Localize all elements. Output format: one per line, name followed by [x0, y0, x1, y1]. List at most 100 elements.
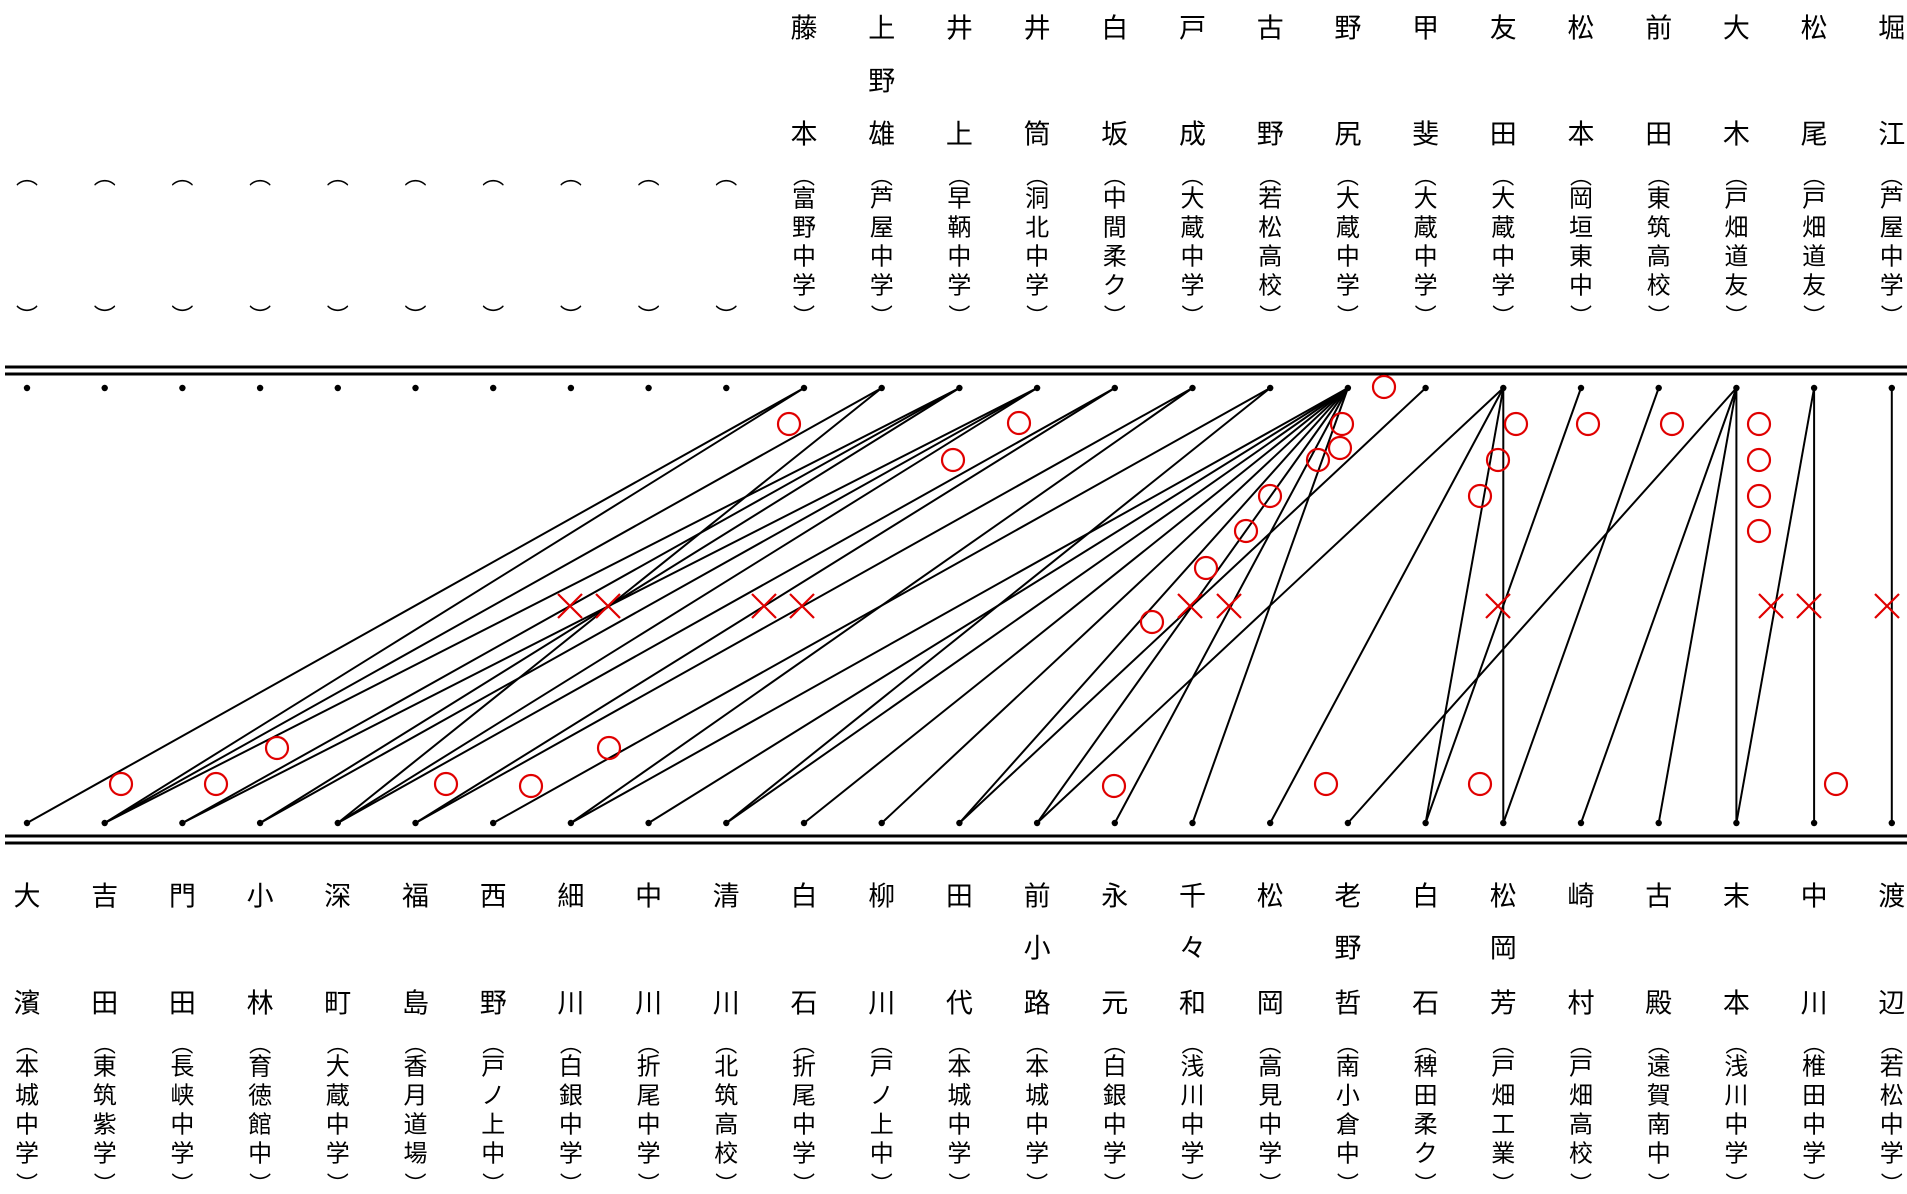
top-dot [1267, 384, 1274, 392]
player-school-char: 高 [714, 1111, 738, 1139]
player-name-char: 野 [1334, 14, 1361, 45]
player-school-char: 友 [1724, 272, 1748, 300]
player-name-char: 野 [480, 989, 507, 1020]
open-bracket: ︵ [638, 165, 660, 190]
player-name-char: 川 [557, 989, 584, 1020]
close-bracket: ︶ [1259, 1173, 1281, 1194]
player-name-char: 永 [1101, 882, 1128, 913]
bracket-line [104, 387, 805, 824]
open-bracket: ︵ [1492, 1033, 1514, 1058]
open-bracket: ︵ [1104, 165, 1126, 190]
win-circle-mark [203, 771, 229, 797]
player-school-char: 東 [93, 1053, 117, 1081]
player-school-char: 高 [1647, 243, 1671, 271]
player-school-char: 中 [792, 243, 816, 271]
bottom-dot [567, 819, 575, 827]
player-name-char: 殿 [1645, 989, 1672, 1020]
player-school-char: 中 [1103, 185, 1127, 213]
player-name-char: 渡 [1878, 882, 1905, 913]
win-circle-mark [940, 447, 966, 473]
bottom-dot [800, 819, 808, 827]
player-school-char: 倉 [1336, 1111, 1360, 1139]
player-school-char: 南 [1336, 1053, 1360, 1081]
top-dot [1111, 384, 1119, 392]
player-school-char: 中 [559, 1111, 583, 1139]
top-dot [956, 384, 963, 392]
bracket-line [803, 387, 1349, 824]
player-name-char: 井 [1024, 14, 1051, 45]
close-bracket: ︶ [1181, 1173, 1203, 1194]
player-school-char: 東 [1647, 185, 1671, 213]
player-school-char: 尾 [792, 1082, 816, 1110]
win-circle-mark [1305, 447, 1331, 473]
open-bracket: ︵ [948, 1033, 970, 1058]
player-school-char: 上 [870, 1111, 894, 1139]
bottom-dot [412, 819, 419, 827]
player-name-char: 尻 [1334, 120, 1361, 151]
player-name-char: 門 [169, 882, 196, 913]
top-dot [1577, 384, 1585, 392]
player-school-char: 中 [792, 1111, 816, 1139]
player-school-char: 中 [1181, 1111, 1205, 1139]
close-bracket: ︶ [1337, 305, 1359, 330]
player-school-char: 上 [481, 1111, 505, 1139]
player-school-char: 場 [404, 1140, 428, 1168]
win-circle-mark [264, 735, 290, 761]
player-school-char: 道 [404, 1111, 428, 1139]
loss-cross-mark [557, 593, 583, 619]
close-bracket: ︶ [171, 1173, 193, 1194]
player-school-char: 友 [1802, 272, 1826, 300]
player-school-char: 若 [1258, 185, 1282, 213]
bracket-line [1269, 387, 1505, 824]
loss-cross-mark [789, 593, 815, 619]
player-name-char: 坂 [1101, 120, 1128, 151]
top-dot [490, 384, 497, 392]
bottom-dot [1810, 819, 1818, 827]
player-name-char: 松 [1490, 882, 1517, 913]
player-school-char: ノ [481, 1082, 505, 1110]
win-circle-mark [1823, 771, 1849, 797]
player-school-char: 中 [1025, 243, 1049, 271]
bottom-dot [878, 819, 885, 827]
bracket-line [958, 387, 1427, 824]
player-school-char: 中 [1880, 243, 1904, 271]
top-player-label: ︵︶ [638, 165, 660, 330]
player-school-char: 中 [870, 1140, 894, 1168]
player-school-char: 中 [947, 243, 971, 271]
close-bracket: ︶ [1415, 1173, 1437, 1194]
player-school-char: 学 [947, 1140, 971, 1168]
win-circle-mark [1233, 518, 1259, 544]
close-bracket: ︶ [1415, 305, 1437, 330]
player-name-char: 末 [1723, 882, 1750, 913]
open-bracket: ︵ [793, 1033, 815, 1058]
bottom-player-labels: 大濱︵︶本城中学吉田︵︶東筑紫学門田︵︶長峡中学小林︵︶育徳館中深町︵︶大蔵中学… [14, 882, 1906, 1194]
player-name-char: 濱 [14, 989, 41, 1020]
top-dot [256, 384, 264, 392]
player-school-char: 校 [1569, 1140, 1593, 1168]
bottom-dot [1888, 819, 1896, 827]
bottom-dot [1344, 819, 1352, 827]
player-name-char: 町 [324, 989, 351, 1020]
top-dot [800, 384, 808, 392]
top-dot [412, 384, 419, 392]
player-school-char: 蔵 [1414, 214, 1438, 242]
close-bracket: ︶ [1104, 1173, 1126, 1194]
bracket-line [104, 387, 960, 824]
player-name-char: 松 [1257, 882, 1284, 913]
player-school-char: 畑 [1569, 1082, 1593, 1110]
player-name-char: 小 [1024, 934, 1051, 965]
top-player-label: ︵︶ [560, 165, 582, 330]
player-school-char: 香 [404, 1053, 428, 1081]
close-bracket: ︶ [560, 1173, 582, 1194]
open-bracket: ︵ [16, 165, 38, 190]
bracket-line [1580, 387, 1738, 824]
